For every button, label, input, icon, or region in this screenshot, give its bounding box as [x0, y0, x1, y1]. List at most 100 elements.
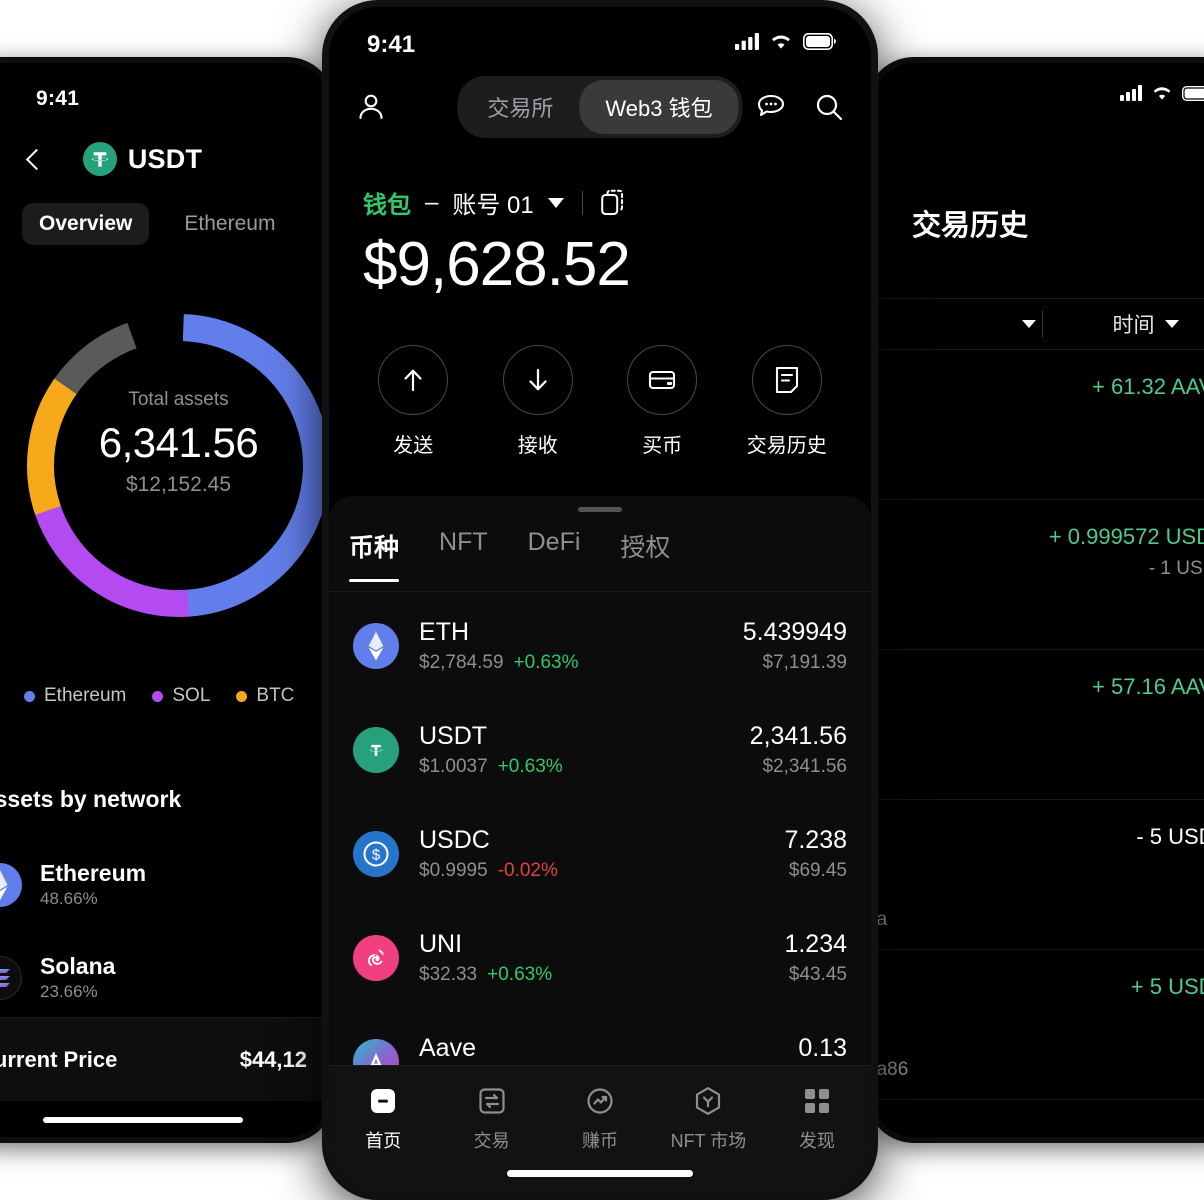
chevron-down-icon[interactable] — [547, 197, 564, 208]
action-buy[interactable]: 买币 — [608, 345, 716, 458]
solana-icon — [0, 955, 22, 1000]
chevron-down-icon[interactable] — [1022, 320, 1036, 328]
token-row-usdc[interactable]: $ USDC $0.9995 -0.02% 7.238 $ — [329, 802, 871, 906]
segment-web3-wallet[interactable]: Web3 钱包 — [579, 80, 739, 134]
filter-time-label: 时间 — [1112, 314, 1155, 337]
battery-icon — [803, 33, 837, 50]
action-receive[interactable]: 接收 — [484, 345, 592, 458]
legend-dot-sol — [152, 690, 164, 702]
token-row-usdt[interactable]: USDT $1.0037 +0.63% 2,341.56 $2,341.56 — [329, 698, 871, 802]
left-phone-usdt-detail: 9:41 USDT Overview Ethereum O — [0, 57, 335, 1143]
tab-approvals[interactable]: 授权 — [620, 534, 671, 562]
transaction-row[interactable]: + 0.999572 USDC - 1 USDT — [872, 500, 1204, 650]
legend-label-btc: BTC — [256, 685, 295, 706]
tabbar-label-discover: 发现 — [798, 1131, 835, 1151]
right-phone-screen: 交易历史 时间 + 61.32 AAVE ) + 0.999572 USDC — [872, 63, 1204, 1137]
left-status-bar: 9:41 — [0, 81, 329, 111]
donut-chart-svg — [26, 314, 329, 617]
token-change: +0.63% — [497, 755, 563, 777]
copy-icon[interactable] — [600, 189, 627, 217]
sheet-grabber[interactable] — [578, 507, 622, 512]
wallet-selector[interactable]: 钱包 – 账号 01 — [363, 185, 627, 220]
token-list: ETH $2,784.59 +0.63% 5.439949 $7,191.39 — [329, 594, 871, 1193]
token-quantity: 5.439949 — [742, 618, 847, 647]
legend-label-sol: SOL — [172, 685, 211, 706]
token-quantity: 7.238 — [784, 826, 847, 855]
left-tab-overview[interactable]: Overview — [22, 203, 150, 245]
earn-icon — [583, 1084, 617, 1118]
tabbar-item-discover[interactable]: 发现 — [763, 1084, 871, 1153]
transaction-list: + 61.32 AAVE ) + 0.999572 USDC - 1 USDT … — [872, 350, 1204, 1137]
tabbar-item-trade[interactable]: 交易 — [437, 1084, 545, 1153]
token-symbol: Aave — [419, 1034, 476, 1063]
chat-icon[interactable] — [755, 91, 787, 123]
network-text-solana: Solana 23.66% — [40, 953, 115, 1002]
filter-divider — [1042, 311, 1043, 337]
transaction-row[interactable]: + 5 USDT ba86 — [872, 950, 1204, 1100]
tabbar-label-nft-market: NFT 市场 — [670, 1131, 747, 1151]
action-send[interactable]: 发送 — [359, 345, 467, 458]
transaction-amount: + 5 USDT — [1130, 974, 1204, 999]
token-price-row: $0.9995 -0.02% — [419, 860, 764, 882]
ethereum-icon — [0, 862, 22, 907]
transaction-row[interactable]: - 5 USDT 0a — [872, 800, 1204, 950]
token-row-eth[interactable]: ETH $2,784.59 +0.63% 5.439949 $7,191.39 — [329, 594, 871, 698]
token-info-usdc: USDC $0.9995 -0.02% — [419, 826, 764, 882]
network-row-ethereum[interactable]: Ethereum 48.66% — [0, 838, 315, 931]
filter-time-group[interactable]: 时间 — [1043, 309, 1204, 339]
action-label-send: 发送 — [393, 435, 434, 457]
assets-by-network-title: Assets by network — [0, 786, 182, 812]
tab-tokens[interactable]: 币种 — [349, 528, 400, 582]
filter-left-group[interactable] — [872, 320, 1042, 328]
wifi-icon — [769, 33, 793, 50]
transaction-amount: + 57.16 AAVE — [1092, 674, 1204, 699]
token-row-uni[interactable]: UNI $32.33 +0.63% 1.234 $43.45 — [329, 906, 871, 1010]
wallet-account-label: 账号 01 — [452, 192, 534, 219]
legend-item-ethereum: Ethereum — [24, 685, 126, 707]
action-label-buy: 买币 — [642, 435, 683, 457]
document-icon — [751, 345, 822, 415]
wallet-separator: – — [425, 188, 439, 216]
transaction-row[interactable]: + 57.16 AAVE — [872, 650, 1204, 800]
wifi-icon — [1151, 85, 1173, 101]
right-page-title: 交易历史 — [912, 210, 1029, 242]
network-row-solana[interactable]: Solana 23.66% — [0, 931, 315, 1024]
tab-nft[interactable]: NFT — [439, 528, 488, 556]
discover-icon — [800, 1084, 834, 1118]
tabbar-item-nft-market[interactable]: NFT 市场 — [654, 1084, 762, 1153]
transaction-row[interactable]: + 61.32 AAVE ) — [872, 350, 1204, 500]
token-quantity: 0.13 — [798, 1034, 847, 1063]
tab-defi[interactable]: DeFi — [527, 528, 581, 556]
center-status-icons — [735, 33, 837, 50]
arrow-down-icon — [502, 345, 573, 415]
usdt-icon — [82, 142, 117, 176]
wallet-name: 钱包 — [363, 192, 411, 219]
token-price: $1.0037 — [419, 755, 488, 777]
tabbar-item-home[interactable]: 首页 — [329, 1084, 437, 1153]
token-symbol: UNI — [419, 930, 463, 959]
person-icon[interactable] — [355, 91, 387, 123]
segment-exchange[interactable]: 交易所 — [487, 96, 554, 121]
asset-allocation-donut: Total assets 6,341.56 $12,152.45 — [6, 293, 329, 638]
right-phone-transaction-history: 交易历史 时间 + 61.32 AAVE ) + 0.999572 USDC — [866, 57, 1204, 1143]
swap-icon — [475, 1084, 509, 1118]
left-tab-ethereum[interactable]: Ethereum — [184, 212, 276, 235]
transaction-amount: - 5 USDT — [1136, 824, 1204, 849]
legend-item-sol: SOL — [152, 685, 210, 707]
donut-total-assets-value: 6,341.56 — [98, 419, 259, 466]
transaction-filter-bar: 时间 — [872, 298, 1204, 350]
action-label-receive: 接收 — [517, 435, 558, 457]
action-transaction-history[interactable]: 交易历史 — [733, 345, 841, 458]
token-info-uni: UNI $32.33 +0.63% — [419, 930, 764, 986]
token-symbol: USDC — [419, 826, 490, 855]
battery-icon — [1182, 85, 1204, 101]
cellular-icon — [1120, 85, 1142, 101]
tabbar-item-earn[interactable]: 赚币 — [546, 1084, 654, 1153]
transaction-hash: ba86 — [872, 1059, 909, 1080]
tabbar-label-trade: 交易 — [473, 1131, 510, 1151]
token-price: $0.9995 — [419, 859, 488, 881]
left-page-title: USDT — [127, 143, 203, 174]
search-icon[interactable] — [813, 91, 845, 123]
chevron-down-icon[interactable] — [1164, 320, 1179, 328]
token-symbol: ETH — [419, 618, 469, 647]
